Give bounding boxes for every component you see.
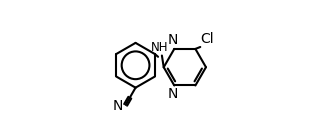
Text: NH: NH: [150, 41, 168, 54]
Text: Cl: Cl: [201, 32, 214, 46]
Text: N: N: [168, 33, 178, 47]
Text: N: N: [168, 87, 178, 101]
Text: N: N: [113, 99, 123, 113]
